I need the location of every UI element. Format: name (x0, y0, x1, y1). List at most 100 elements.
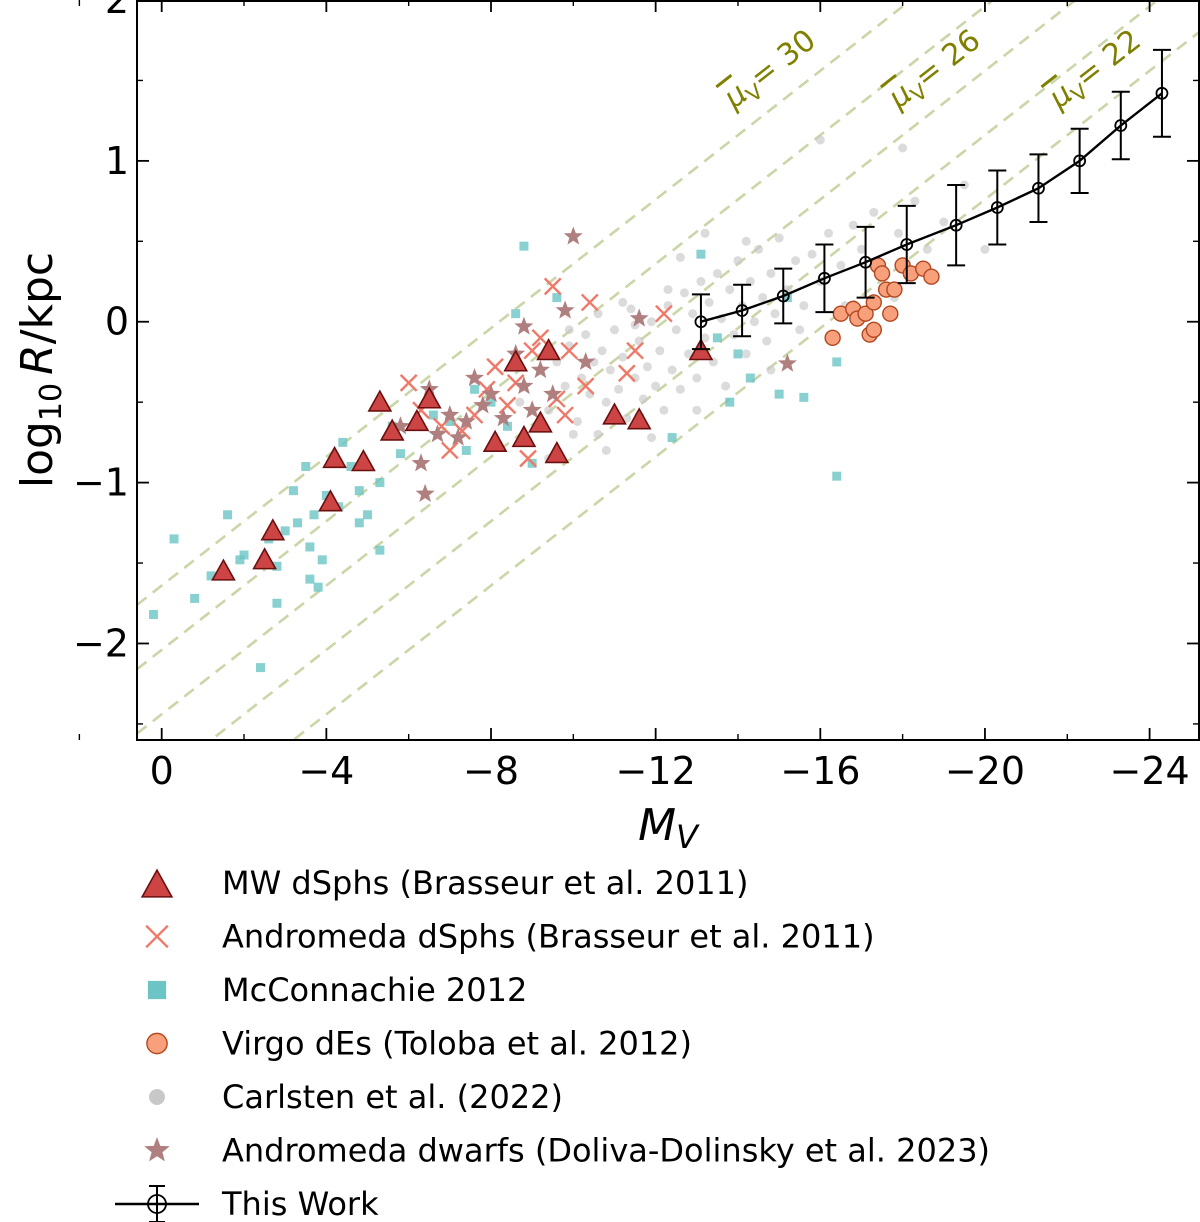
square-point (667, 433, 677, 443)
square-point (309, 510, 319, 520)
legend-item: Andromeda dSphs (Brasseur et al. 2011) (145, 918, 875, 956)
triangle-point (379, 418, 405, 441)
square-point (354, 486, 364, 496)
this-work-point (1114, 119, 1128, 132)
plot-frame (136, 0, 1200, 741)
dot-point (807, 249, 817, 259)
y-tick-label: −1 (73, 461, 129, 505)
this-work-errorbar (733, 283, 752, 338)
this-work-point (735, 304, 749, 317)
x-stroke (478, 380, 496, 399)
dot-point (782, 285, 792, 295)
x-stroke (523, 341, 542, 360)
x-stroke (498, 396, 517, 415)
dot-point (766, 268, 776, 278)
x-stroke (399, 374, 418, 392)
x-point (498, 396, 517, 415)
x-stroke (626, 341, 644, 360)
square-point (354, 518, 364, 528)
dot-point (762, 336, 772, 346)
x-tick-label: −24 (1110, 749, 1190, 793)
square-point (832, 471, 842, 481)
x-point (531, 328, 550, 347)
x-tick-label: −16 (780, 749, 860, 793)
square-point (745, 373, 755, 383)
x-point (519, 449, 537, 468)
dot-point (910, 196, 920, 206)
star-point (415, 483, 435, 502)
y-axis-title-italic: R (12, 344, 63, 375)
x-stroke (556, 406, 574, 424)
square-point (272, 598, 282, 608)
square-point (223, 510, 233, 520)
this-work-errorbar (1152, 48, 1171, 138)
this-work-point (1073, 154, 1087, 168)
square-point (799, 392, 809, 402)
x-point (626, 341, 644, 360)
dot-point (675, 252, 685, 262)
dot-point (741, 236, 751, 246)
legend-item: Carlsten et al. (2022) (149, 1078, 563, 1116)
guide-line-mu-22 (137, 0, 1078, 735)
dot-point (758, 293, 768, 303)
x-axis-title: MV (638, 800, 700, 856)
dot-point (642, 362, 652, 372)
this-work-errorbar (774, 267, 793, 325)
guide-line-mu-30 (137, 0, 913, 606)
triangle-point (544, 441, 570, 464)
square-point (375, 545, 385, 555)
legend-star-marker (144, 1137, 170, 1162)
dot-point (770, 309, 780, 319)
square-point (712, 333, 722, 343)
star-point (777, 353, 797, 372)
dot-point (815, 135, 825, 145)
legend-triangle-marker (140, 868, 174, 898)
legend-label: McConnachie 2012 (222, 971, 527, 1009)
this-work-errorbar (947, 184, 966, 267)
legend-square-marker (147, 980, 167, 1000)
dot-point (684, 349, 694, 359)
x-point (399, 374, 418, 392)
x-point (576, 377, 595, 395)
circle-point (865, 321, 883, 338)
x-stroke (519, 449, 537, 468)
guide-line-mu-14 (291, 31, 1199, 740)
x-tick-label: 0 (150, 749, 174, 793)
dot-point (733, 256, 743, 266)
dot-point (692, 373, 702, 383)
square-point (725, 397, 735, 407)
dot-point (869, 207, 879, 217)
square-point (239, 550, 249, 560)
data-points (148, 48, 1171, 673)
guide-label-value: = 30 (744, 23, 823, 95)
dot-point (824, 228, 834, 238)
star-point (514, 376, 534, 395)
triangle-point (602, 402, 627, 425)
square-point (696, 249, 706, 259)
x-point (486, 357, 504, 376)
this-work-errorbar (988, 169, 1007, 246)
legend-label: Andromeda dSphs (Brasseur et al. 2011) (222, 918, 875, 956)
square-point (832, 357, 842, 367)
star-point (390, 416, 410, 435)
square-point (519, 241, 529, 251)
guide-lines (137, 0, 1199, 740)
dot-point (741, 349, 751, 359)
star-point (428, 424, 447, 443)
square-point (445, 416, 455, 426)
dot-point (671, 325, 681, 335)
dot-point (766, 365, 776, 375)
x-stroke (617, 364, 636, 383)
dot-point (597, 346, 607, 356)
x-point (543, 277, 562, 296)
square-point (305, 574, 315, 584)
square-point (552, 293, 562, 303)
this-work-errorbar (1070, 127, 1089, 195)
square-point (317, 555, 327, 565)
legend-dot-marker (149, 1089, 165, 1105)
square-point (346, 462, 356, 472)
this-work-errorbar (691, 293, 710, 351)
guide-line-mu-18 (208, 0, 1160, 740)
triangle-point (367, 389, 393, 412)
